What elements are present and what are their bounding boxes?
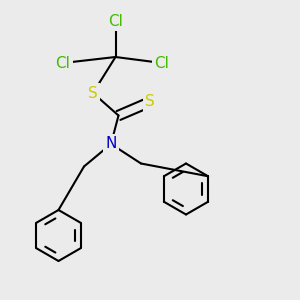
Text: S: S [145,94,155,110]
Text: S: S [88,85,98,100]
Text: Cl: Cl [154,56,169,70]
Text: N: N [105,136,117,152]
Text: Cl: Cl [56,56,70,70]
Text: Cl: Cl [108,14,123,28]
